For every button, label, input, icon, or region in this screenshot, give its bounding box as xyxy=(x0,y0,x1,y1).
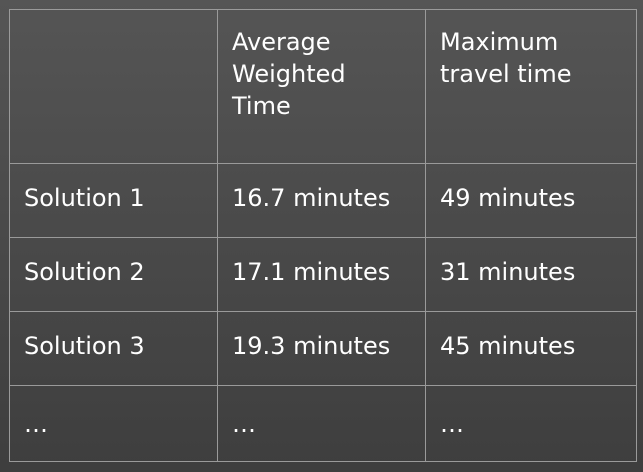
average-weighted-time-cell: … xyxy=(217,385,426,462)
table-row: … … … xyxy=(9,385,637,462)
header-cell-empty xyxy=(9,9,218,164)
maximum-travel-time-cell: … xyxy=(425,385,637,462)
row-label: Solution 3 xyxy=(9,311,218,386)
table-header-row: Average Weighted Time Maximum travel tim… xyxy=(9,9,637,164)
table-row: Solution 3 19.3 minutes 45 minutes xyxy=(9,311,637,386)
header-cell-maximum-travel-time: Maximum travel time xyxy=(425,9,637,164)
average-weighted-time-cell: 17.1 minutes xyxy=(217,237,426,312)
row-label: … xyxy=(9,385,218,462)
row-label: Solution 1 xyxy=(9,163,218,238)
row-label: Solution 2 xyxy=(9,237,218,312)
table-row: Solution 2 17.1 minutes 31 minutes xyxy=(9,237,637,312)
maximum-travel-time-cell: 49 minutes xyxy=(425,163,637,238)
header-cell-average-weighted-time: Average Weighted Time xyxy=(217,9,426,164)
average-weighted-time-cell: 16.7 minutes xyxy=(217,163,426,238)
maximum-travel-time-cell: 31 minutes xyxy=(425,237,637,312)
average-weighted-time-cell: 19.3 minutes xyxy=(217,311,426,386)
maximum-travel-time-cell: 45 minutes xyxy=(425,311,637,386)
table-row: Solution 1 16.7 minutes 49 minutes xyxy=(9,163,637,238)
comparison-table: Average Weighted Time Maximum travel tim… xyxy=(9,9,637,462)
